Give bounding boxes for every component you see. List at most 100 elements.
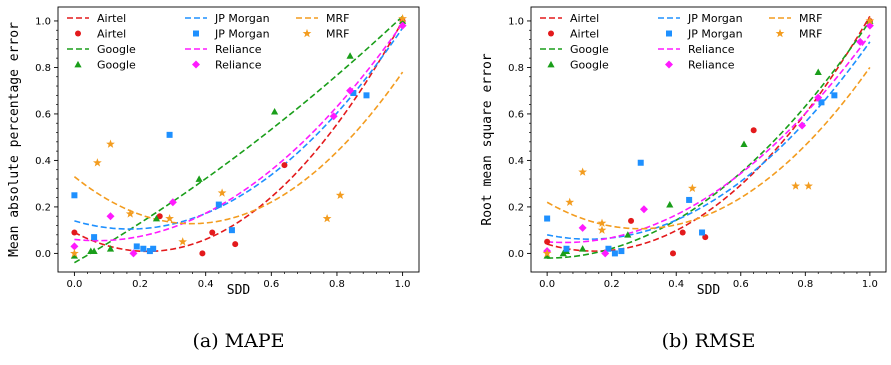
legend-label: Airtel — [570, 28, 599, 41]
legend-label: Airtel — [97, 12, 126, 25]
point-google — [152, 214, 161, 222]
point-jp-morgan — [818, 99, 825, 106]
x-tick-label: 0.6 — [263, 279, 279, 290]
point-mrf — [125, 209, 135, 218]
fit-line-mrf — [73, 71, 404, 225]
point-mrf — [687, 183, 697, 193]
point-mrf — [597, 225, 607, 234]
y-axis-label: Root mean square error — [480, 53, 495, 225]
point-mrf — [597, 218, 607, 227]
legend-marker-google — [547, 60, 555, 68]
point-airtel — [232, 241, 239, 248]
legend-label: Reliance — [215, 59, 262, 72]
point-airtel — [544, 238, 551, 245]
point-mrf — [106, 139, 115, 148]
y-axis-label: Mean absolute percentage error — [7, 22, 22, 257]
point-jp-morgan — [150, 245, 157, 252]
point-mrf — [165, 213, 174, 223]
y-tick-label: 0.8 — [508, 63, 524, 74]
point-reliance — [798, 121, 807, 130]
point-reliance — [398, 21, 407, 30]
point-mrf — [578, 167, 588, 176]
legend-label: Google — [97, 43, 136, 56]
x-tick-label: 1.0 — [395, 279, 411, 290]
point-mrf — [178, 237, 188, 246]
point-mrf — [322, 213, 332, 223]
point-jp-morgan — [350, 90, 357, 97]
legend-marker-reliance — [665, 60, 673, 69]
y-tick-label: 1.0 — [35, 16, 51, 27]
x-tick-label: 0.0 — [66, 279, 82, 290]
point-reliance — [639, 205, 648, 214]
x-tick-label: 1.0 — [862, 279, 878, 290]
point-airtel — [199, 250, 206, 257]
legend-label: MRF — [799, 28, 822, 41]
point-jp-morgan — [618, 248, 625, 255]
y-tick-label: 0.4 — [35, 156, 51, 167]
point-google — [740, 140, 748, 148]
chart-rmse: 0.0 0.2 0.4 0.6 0.8 1.0 0.0 0.2 0.4 0.6 0.8 1.0 SDD R… — [480, 6, 887, 352]
point-jp-morgan — [140, 245, 147, 252]
y-tick-label: 0.8 — [35, 63, 51, 74]
legend-marker-reliance — [192, 60, 200, 69]
point-mrf — [542, 248, 552, 258]
point-airtel — [281, 162, 288, 169]
point-jp-morgan — [215, 201, 222, 208]
y-tick-label: 0.2 — [508, 202, 524, 213]
y-tick-label: 0.4 — [508, 156, 524, 167]
legend-marker-jp-morgan — [193, 30, 199, 37]
legend-label: Reliance — [215, 43, 262, 56]
legend-label: Airtel — [97, 28, 126, 41]
x-axis-label: SDD — [697, 283, 721, 298]
point-google — [90, 247, 98, 254]
x-tick-label: 0.2 — [604, 279, 620, 290]
legend-label: Airtel — [570, 12, 599, 25]
point-airtel — [679, 229, 686, 236]
fit-line-airtel — [74, 20, 404, 253]
point-mrf — [217, 188, 227, 197]
point-airtel — [702, 234, 709, 241]
legend-label: Reliance — [688, 43, 735, 56]
legend-label: JP Morgan — [687, 12, 743, 25]
chart-mape: 0.0 0.2 0.4 0.6 0.8 1.0 0.0 0.2 0.4 0.6 0.8 1.0 SDD M… — [7, 6, 420, 352]
point-google — [346, 52, 354, 59]
legend-label: Google — [97, 59, 136, 72]
x-tick-label: 0.4 — [668, 279, 684, 290]
plot-frame — [530, 6, 887, 273]
legend-label: MRF — [326, 28, 349, 41]
legend: Airtel Airtel Google Google JP Morgan JP Morg… — [540, 12, 822, 72]
point-google — [398, 17, 407, 24]
point-reliance — [129, 249, 138, 258]
chart-caption: (b) RMSE — [662, 330, 756, 352]
point-reliance — [329, 112, 338, 121]
point-reliance — [578, 223, 587, 232]
legend-marker-mrf — [775, 28, 785, 38]
point-jp-morgan — [133, 243, 140, 250]
point-mrf — [398, 14, 407, 23]
y-tick-label: 1.0 — [508, 16, 524, 27]
point-airtel — [750, 127, 757, 134]
fit-line-google — [547, 20, 871, 259]
point-airtel — [209, 229, 216, 236]
fit-line-jp-morgan — [74, 27, 404, 230]
point-jp-morgan — [91, 234, 98, 241]
point-mrf — [335, 190, 345, 200]
point-google — [579, 245, 587, 252]
point-google — [70, 252, 79, 259]
x-tick-label: 0.0 — [539, 279, 555, 290]
point-reliance — [346, 86, 355, 95]
legend-label: Google — [570, 59, 609, 72]
chart-caption: (a) MAPE — [192, 330, 284, 352]
point-google — [195, 175, 203, 182]
legend-label: Reliance — [688, 59, 735, 72]
legend-marker-airtel — [75, 30, 81, 37]
point-jp-morgan — [363, 92, 370, 99]
x-tick-label: 0.8 — [797, 279, 813, 290]
legend-marker-google — [74, 60, 82, 68]
point-jp-morgan — [831, 92, 838, 99]
point-reliance — [601, 249, 610, 258]
point-reliance — [168, 198, 177, 207]
point-google — [543, 252, 551, 259]
legend: Airtel Airtel Google Google JP Morgan JP Morg… — [67, 12, 349, 72]
point-mrf — [565, 197, 575, 206]
